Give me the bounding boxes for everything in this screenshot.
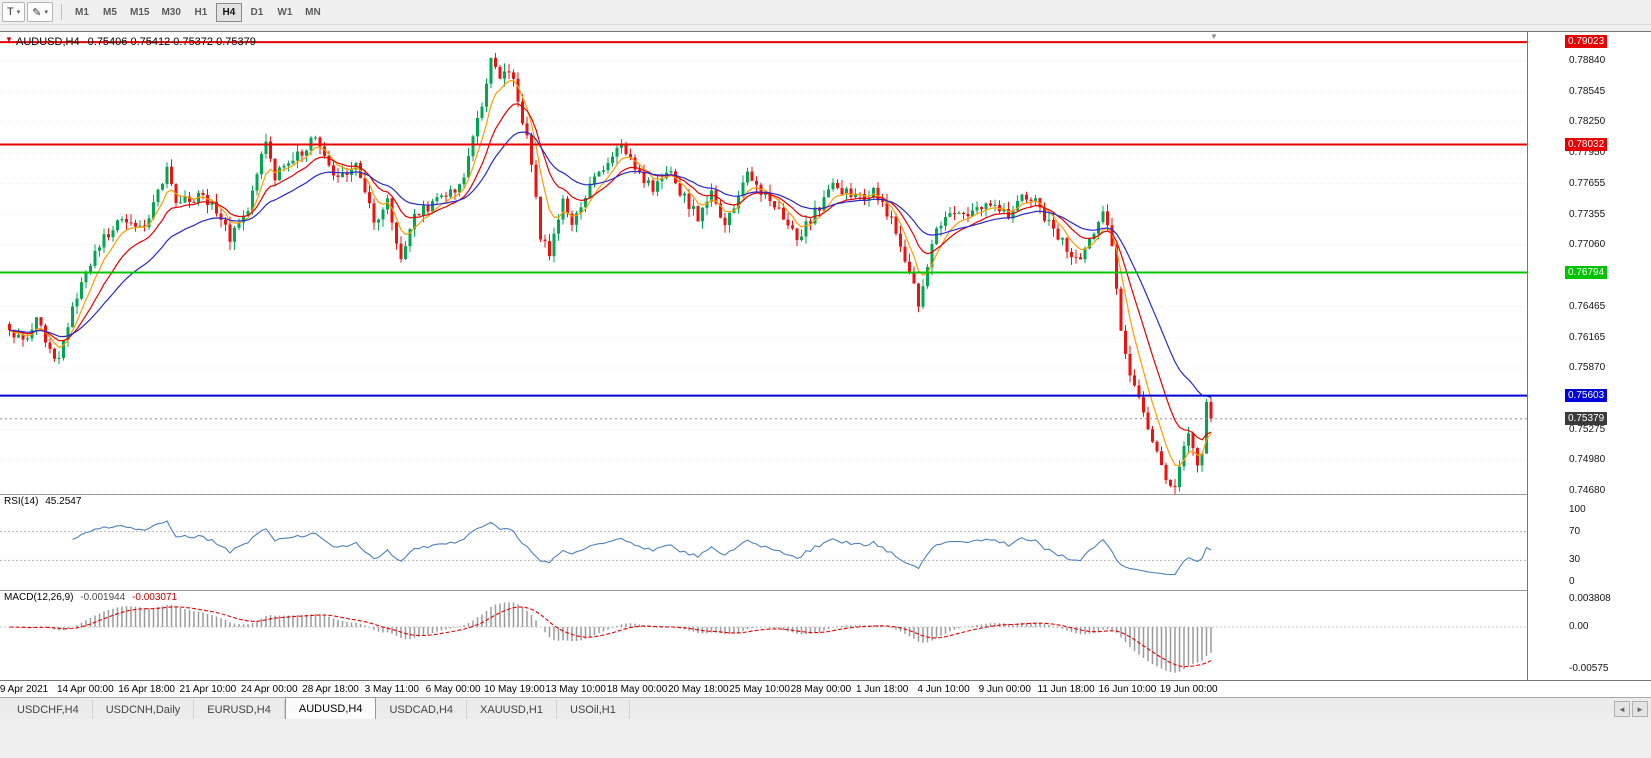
rsi-scale-tick: 100 <box>1569 504 1586 515</box>
price-scale-tick: 0.77355 <box>1569 208 1606 220</box>
price-scale-tick: 0.78545 <box>1569 85 1606 97</box>
chart-ohlc-label: 0.75406 0.75412 0.75372 0.75379 <box>87 36 256 48</box>
time-axis-label: 9 Jun 00:00 <box>978 684 1031 695</box>
time-axis-label: 9 Apr 2021 <box>0 684 49 695</box>
rsi-canvas[interactable] <box>0 494 1527 590</box>
time-axis-label: 25 May 10:00 <box>729 684 790 695</box>
chevron-down-icon: ▾ <box>16 9 21 16</box>
price-scale-tick: 0.76465 <box>1569 300 1606 312</box>
symbol-marker-icon: ▼ <box>5 35 13 44</box>
draw-tool-button[interactable]: ✎ ▾ <box>27 2 53 22</box>
chevron-down-icon: ▾ <box>44 9 48 16</box>
time-axis-label: 4 Jun 10:00 <box>917 684 970 695</box>
chart-title: AUDUSD,H4 0.75406 0.75412 0.75372 0.7537… <box>16 36 256 48</box>
macd-signal-value: -0.003071 <box>132 592 178 603</box>
time-axis-label: 14 Apr 00:00 <box>56 684 114 695</box>
price-scale-tick: 0.77060 <box>1569 239 1606 250</box>
chart-tab-xauusd-h1[interactable]: XAUUSD,H1 <box>467 700 557 719</box>
chart-tabbar: USDCHF,H4 USDCNH,Daily EURUSD,H4 AUDUSD,H4 U… <box>0 697 1651 719</box>
text-tool-button[interactable]: T ▾ <box>2 2 26 22</box>
time-axis-label: 18 May 00:00 <box>606 684 668 695</box>
time-axis-label: 10 May 19:00 <box>484 684 545 695</box>
time-axis: 9 Apr 2021 14 Apr 00:00 16 Apr 18:00 21 Apr… <box>0 680 1651 698</box>
timeframe-button-m30[interactable]: M30 <box>161 6 181 18</box>
rsi-scale-tick: 0 <box>1569 576 1575 587</box>
timeframe-toolbar: M1 M5 M15 M30 H1 H4 D1 W1 MN <box>68 2 327 22</box>
timeframe-button-m5[interactable]: M5 <box>103 6 117 18</box>
time-axis-label: 21 Apr 10:00 <box>179 684 237 695</box>
time-axis-label: 6 May 00:00 <box>425 684 481 695</box>
chart-tab-usoil-h1[interactable]: USOil,H1 <box>557 700 630 719</box>
price-scale-tick: 0.75870 <box>1569 362 1606 373</box>
macd-label: MACD(12,26,9) -0.001944 -0.003071 <box>4 592 177 603</box>
timeframe-button-h1[interactable]: H1 <box>194 6 208 18</box>
price-scale-tick: 0.78250 <box>1569 116 1606 127</box>
timeframe-button-w1[interactable]: W1 <box>277 6 293 18</box>
time-axis-label: 1 Jun 18:00 <box>856 684 909 695</box>
rsi-name: RSI(14) <box>4 496 39 507</box>
text-tool-label: T <box>7 6 14 18</box>
chart-window: ▼ AUDUSD,H4 0.75406 0.75412 0.75372 0.75… <box>0 31 1651 698</box>
hline-price-tag-resistance-lower[interactable]: 0.78032 <box>1565 137 1608 151</box>
pencil-icon: ✎ <box>32 6 42 19</box>
chart-tab-usdcnh-daily[interactable]: USDCNH,Daily <box>93 700 195 719</box>
hline-price-tag-support-mid[interactable]: 0.76794 <box>1565 265 1608 279</box>
macd-value: -0.001944 <box>80 592 126 603</box>
macd-panel[interactable]: MACD(12,26,9) -0.001944 -0.003071 <box>0 590 1527 680</box>
timeframe-button-mn[interactable]: MN <box>305 6 321 18</box>
chart-tab-usdchf-h4[interactable]: USDCHF,H4 <box>4 700 93 719</box>
chart-tab-list: USDCHF,H4 USDCNH,Daily EURUSD,H4 AUDUSD,H4 U… <box>0 697 1651 719</box>
timeframe-button-m15[interactable]: M15 <box>129 6 150 18</box>
rsi-scale-tick: 30 <box>1569 554 1581 566</box>
time-axis-label: 20 May 18:00 <box>667 684 729 695</box>
macd-scale-tick: -0.00575 <box>1569 663 1609 675</box>
price-scale-tick: 0.78840 <box>1569 55 1606 66</box>
time-axis-label: 3 May 11:00 <box>364 684 419 695</box>
time-axis-label: 16 Apr 18:00 <box>118 684 175 695</box>
chart-tab-eurusd-h4[interactable]: EURUSD,H4 <box>194 700 285 719</box>
price-scale-tick: 0.77950 <box>1569 147 1606 158</box>
price-chart-canvas[interactable] <box>0 32 1527 494</box>
toolbar-separator <box>60 4 62 20</box>
time-axis-label: 28 Apr 18:00 <box>302 684 359 695</box>
time-axis-label: 19 Jun 00:00 <box>1159 684 1218 695</box>
time-axis-label: 11 Jun 18:00 <box>1037 684 1095 695</box>
hline-price-tag-resistance-upper[interactable]: 0.79023 <box>1565 35 1608 49</box>
price-scale-tick: 0.75275 <box>1569 423 1606 435</box>
time-axis-label: 16 Jun 10:00 <box>1098 684 1157 695</box>
chart-symbol-label: AUDUSD,H4 <box>16 36 80 48</box>
price-panel[interactable]: ▼ AUDUSD,H4 0.75406 0.75412 0.75372 0.75… <box>0 32 1527 494</box>
chart-tab-audusd-h4[interactable]: AUDUSD,H4 <box>284 697 377 719</box>
time-axis-label: 28 May 00:00 <box>790 684 852 695</box>
macd-name: MACD(12,26,9) <box>4 592 74 603</box>
tab-scroll-left-button[interactable]: ◄ <box>1614 701 1630 717</box>
rsi-value: 45.2547 <box>45 496 82 507</box>
top-toolbar: T ▾ ✎ ▾ M1 M5 M15 M30 H1 H4 D1 W1 MN <box>0 0 1651 25</box>
tab-scroll-right-button[interactable]: ► <box>1632 701 1648 717</box>
tab-scroll-arrows: ◄ ► <box>1612 701 1648 717</box>
rsi-panel[interactable]: RSI(14) 45.2547 <box>0 494 1527 590</box>
macd-scale-tick: 0.00 <box>1569 621 1589 632</box>
time-axis-label: 13 May 10:00 <box>545 684 606 695</box>
timeframe-button-h4[interactable]: H4 <box>215 2 242 22</box>
timeframe-button-d1[interactable]: D1 <box>250 6 264 18</box>
price-scale: 0.78840 0.78545 0.78250 0.77950 0.77655 0.773… <box>1527 32 1651 680</box>
price-scale-tick: 0.76165 <box>1569 331 1606 343</box>
chart-tab-usdcad-h4[interactable]: USDCAD,H4 <box>376 700 468 719</box>
chart-shift-marker-icon: ▼ <box>1210 32 1218 41</box>
rsi-label: RSI(14) 45.2547 <box>4 496 81 507</box>
chart-plot-area: ▼ AUDUSD,H4 0.75406 0.75412 0.75372 0.75… <box>0 32 1527 680</box>
rsi-scale-tick: 70 <box>1569 525 1581 537</box>
timeframe-button-m1[interactable]: M1 <box>75 6 89 18</box>
current-price-tag: 0.75379 <box>1565 411 1608 425</box>
macd-canvas[interactable] <box>0 590 1527 680</box>
hline-price-tag-support-low[interactable]: 0.75603 <box>1565 388 1608 402</box>
price-scale-tick: 0.74980 <box>1569 454 1606 465</box>
macd-scale-tick: 0.003808 <box>1569 593 1611 605</box>
time-axis-label: 24 Apr 00:00 <box>240 684 298 695</box>
price-scale-tick: 0.74680 <box>1569 485 1606 496</box>
price-scale-tick: 0.77655 <box>1569 177 1606 189</box>
